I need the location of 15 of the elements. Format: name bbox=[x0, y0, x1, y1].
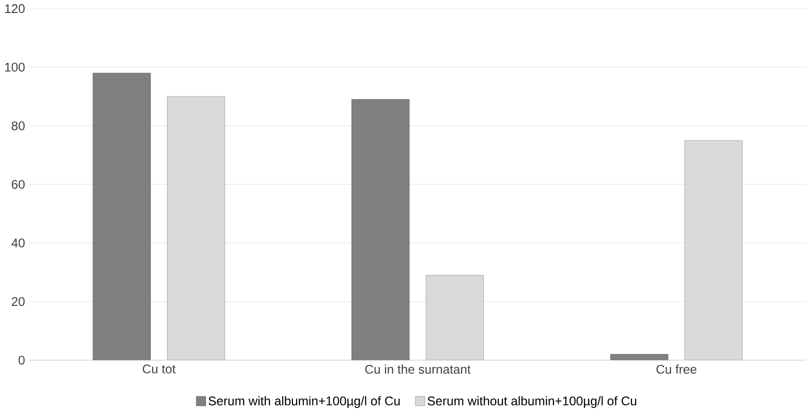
x-tick-label: Cu free bbox=[656, 364, 696, 374]
y-tick-label: 20 bbox=[12, 296, 25, 306]
y-tick-label: 60 bbox=[12, 180, 25, 189]
y-tick-label: 120 bbox=[5, 4, 25, 13]
y-tick-label: 100 bbox=[5, 62, 25, 72]
bar bbox=[610, 354, 668, 360]
y-tick-label: 40 bbox=[11, 238, 25, 248]
bar bbox=[352, 99, 410, 360]
x-tick-label: Cu in the surnatant bbox=[365, 364, 471, 374]
legend-label: Serum without albumin+100µg/l of Cu bbox=[428, 396, 636, 408]
bar bbox=[92, 72, 151, 360]
y-tick-label: 80 bbox=[12, 121, 25, 130]
legend-label: Serum with albumin+100µg/l of Cu bbox=[208, 396, 400, 408]
y-tick-label: 0 bbox=[18, 356, 25, 364]
x-tick-label: Cu tot bbox=[142, 364, 176, 374]
